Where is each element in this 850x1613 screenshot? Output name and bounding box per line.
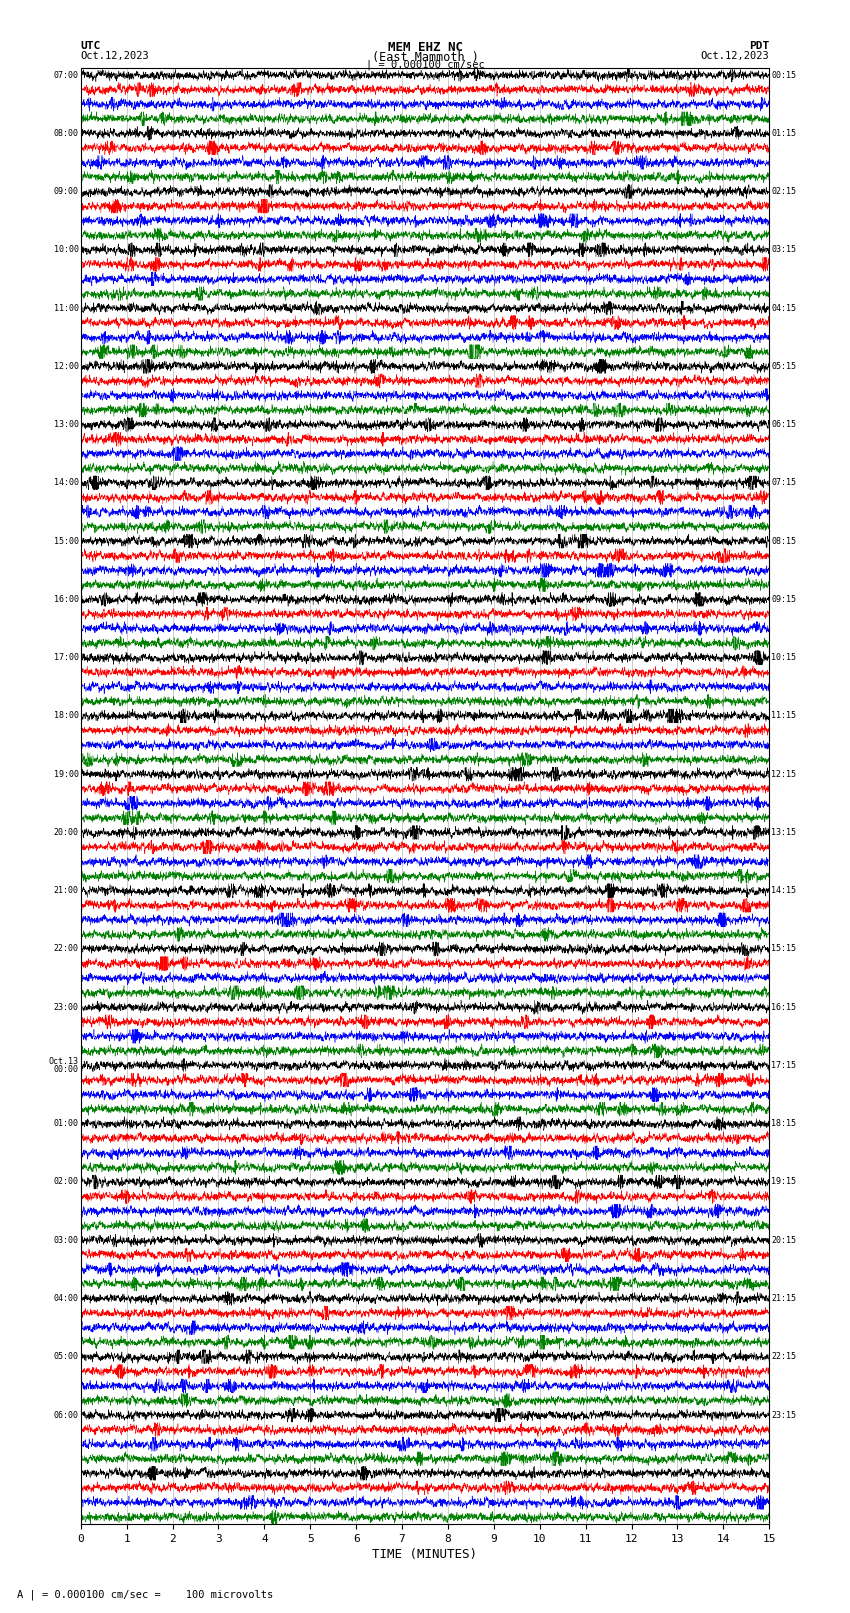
Text: Oct.13
00:00: Oct.13 00:00 (48, 1057, 79, 1074)
Text: 05:00: 05:00 (54, 1352, 79, 1361)
Text: 06:15: 06:15 (771, 419, 796, 429)
Text: 06:00: 06:00 (54, 1410, 79, 1419)
Text: 00:15: 00:15 (771, 71, 796, 79)
Text: 03:15: 03:15 (771, 245, 796, 255)
Text: 21:00: 21:00 (54, 886, 79, 895)
Text: 20:00: 20:00 (54, 827, 79, 837)
Text: 07:00: 07:00 (54, 71, 79, 79)
Text: (East Mammoth ): (East Mammoth ) (371, 50, 479, 65)
Text: MEM EHZ NC: MEM EHZ NC (388, 40, 462, 55)
Text: 08:00: 08:00 (54, 129, 79, 137)
Text: 18:00: 18:00 (54, 711, 79, 721)
Text: 01:15: 01:15 (771, 129, 796, 137)
Text: 09:15: 09:15 (771, 595, 796, 603)
Text: 12:15: 12:15 (771, 769, 796, 779)
Text: 16:00: 16:00 (54, 595, 79, 603)
Text: Oct.12,2023: Oct.12,2023 (81, 50, 150, 61)
Text: 23:15: 23:15 (771, 1410, 796, 1419)
Text: 04:00: 04:00 (54, 1294, 79, 1303)
Text: 12:00: 12:00 (54, 361, 79, 371)
Text: 02:15: 02:15 (771, 187, 796, 197)
Text: 16:15: 16:15 (771, 1003, 796, 1011)
Text: 01:00: 01:00 (54, 1119, 79, 1127)
Text: 20:15: 20:15 (771, 1236, 796, 1245)
Text: 10:15: 10:15 (771, 653, 796, 663)
X-axis label: TIME (MINUTES): TIME (MINUTES) (372, 1548, 478, 1561)
Text: 11:00: 11:00 (54, 303, 79, 313)
Text: PDT: PDT (749, 40, 769, 52)
Text: 18:15: 18:15 (771, 1119, 796, 1127)
Text: 13:15: 13:15 (771, 827, 796, 837)
Text: 23:00: 23:00 (54, 1003, 79, 1011)
Text: 21:15: 21:15 (771, 1294, 796, 1303)
Text: 19:00: 19:00 (54, 769, 79, 779)
Text: | = 0.000100 cm/sec: | = 0.000100 cm/sec (366, 60, 484, 71)
Text: 05:15: 05:15 (771, 361, 796, 371)
Text: Oct.12,2023: Oct.12,2023 (700, 50, 769, 61)
Text: UTC: UTC (81, 40, 101, 52)
Text: 15:15: 15:15 (771, 945, 796, 953)
Text: 07:15: 07:15 (771, 479, 796, 487)
Text: 08:15: 08:15 (771, 537, 796, 545)
Text: 13:00: 13:00 (54, 419, 79, 429)
Text: 09:00: 09:00 (54, 187, 79, 197)
Text: A | = 0.000100 cm/sec =    100 microvolts: A | = 0.000100 cm/sec = 100 microvolts (17, 1589, 273, 1600)
Text: 19:15: 19:15 (771, 1177, 796, 1187)
Text: 03:00: 03:00 (54, 1236, 79, 1245)
Text: 17:15: 17:15 (771, 1061, 796, 1069)
Text: 22:15: 22:15 (771, 1352, 796, 1361)
Text: 11:15: 11:15 (771, 711, 796, 721)
Text: 02:00: 02:00 (54, 1177, 79, 1187)
Text: 04:15: 04:15 (771, 303, 796, 313)
Text: 10:00: 10:00 (54, 245, 79, 255)
Text: 22:00: 22:00 (54, 945, 79, 953)
Text: 15:00: 15:00 (54, 537, 79, 545)
Text: 14:15: 14:15 (771, 886, 796, 895)
Text: 17:00: 17:00 (54, 653, 79, 663)
Text: 14:00: 14:00 (54, 479, 79, 487)
